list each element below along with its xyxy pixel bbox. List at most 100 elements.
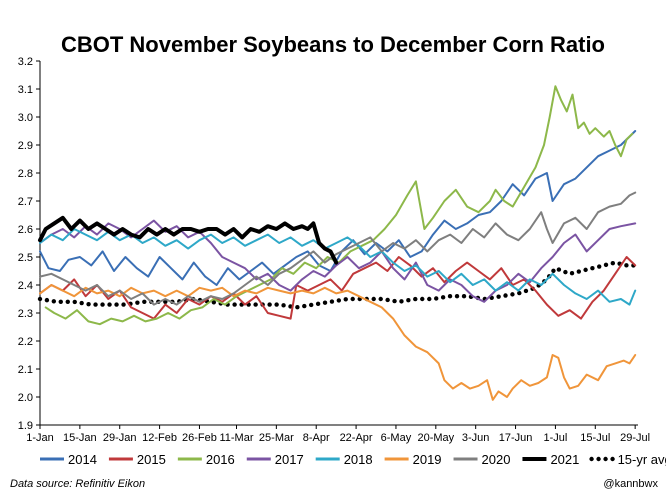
y-tick-label: 2.2 [18,336,33,348]
series-2018-line [39,228,637,306]
series-15-yr-avg-point [315,301,321,307]
x-tick-label: 22-Apr [340,432,373,444]
y-tick-label: 2.6 [18,224,33,236]
legend-item-2021: 2021 [522,452,579,467]
series-15-yr-avg-point [610,260,616,266]
series-2016-line [44,85,634,326]
series-15-yr-avg-point [496,294,501,299]
legend-item-2018: 2018 [315,452,373,467]
y-tick-label: 3.1 [18,84,33,96]
y-tick-label: 2.5 [18,252,33,264]
x-tick-label: 6-May [381,432,412,444]
series-15-yr-avg-point [576,269,582,274]
series-15-yr-avg-point [563,269,568,275]
series-15-yr-avg-point [447,294,453,299]
series-15-yr-avg-point [79,300,84,306]
series-15-yr-avg-point [267,302,272,307]
legend-label-2014: 2014 [68,452,97,467]
legend-item-2015: 2015 [108,452,166,467]
x-tick-label: 26-Feb [182,432,217,444]
legend-item-2014: 2014 [40,452,97,467]
series-15-yr-avg-point [413,296,418,302]
series-15-yr-avg-point [510,292,515,297]
chart-title: CBOT November Soybeans to December Corn … [61,32,605,57]
series-15-yr-avg-point [569,271,575,276]
y-tick-label: 2.7 [18,196,33,208]
legend-label-2018: 2018 [344,452,373,467]
x-tick-label: 29-Jul [620,432,650,444]
x-tick-label: 1-Jan [26,432,54,444]
y-tick-label: 2.1 [18,364,33,376]
x-tick-label: 15-Jul [580,432,610,444]
legend-swatch-15-yr-avg [596,456,601,462]
series-15-yr-avg-point [399,299,404,304]
series-2015-line [39,256,637,320]
series-15-yr-avg-point [556,267,562,272]
y-tick-label: 2.3 [18,308,33,320]
legend-label-2016: 2016 [206,452,235,467]
series-15-yr-avg-point [385,297,390,303]
x-tick-label: 25-Mar [259,432,294,444]
series-15-yr-avg-point [281,303,286,308]
x-tick-label: 15-Jan [63,432,97,444]
series-15-yr-avg-point [65,299,70,304]
x-tick-label: 17-Jun [499,432,533,444]
series-15-yr-avg-point [551,268,556,273]
y-tick-label: 2.9 [18,140,33,152]
series-15-yr-avg-point [434,296,439,301]
series-15-yr-avg-point [253,302,258,307]
legend-swatch-15-yr-avg [610,456,615,462]
legend-label-2020: 2020 [482,452,511,467]
x-tick-label: 29-Jan [103,432,137,444]
series-15-yr-avg-point [58,299,63,304]
series-15-yr-avg-point [302,303,307,309]
legend-label-2021: 2021 [550,452,579,467]
series-15-yr-avg-point [603,262,609,268]
series-2017-line [39,219,637,303]
series-15-yr-avg-point [274,302,279,307]
legend-label-2019: 2019 [413,452,442,467]
x-tick-label: 12-Feb [142,432,177,444]
y-tick-label: 2.4 [18,280,33,292]
series-15-yr-avg-point [336,298,342,303]
series-lines-group [37,85,637,401]
x-tick-label: 8-Apr [303,432,330,444]
series-15-yr-avg-point [86,301,91,307]
legend: 2014 2015 2016 2017 2018 2019 2020 2021 15-yr av… [40,452,666,467]
series-15-yr-avg-point [406,298,411,303]
x-tick-label: 1-Jul [543,432,567,444]
series-15-yr-avg-point [590,266,595,271]
series-15-yr-avg-point [322,300,328,305]
series-15-yr-avg-point [211,300,217,305]
data-source-note: Data source: Refinitiv Eikon [10,478,145,490]
legend-label-15-yr-avg: 15-yr avg [618,452,666,467]
series-15-yr-avg-point [309,302,314,308]
legend-swatch-15-yr-avg [603,456,608,462]
series-15-yr-avg-point [523,288,529,294]
series-15-yr-avg-point [343,297,348,302]
series-15-yr-avg-point [597,264,602,269]
series-2021-line [38,215,339,265]
legend-item-15-yr-avg: 15-yr avg [589,452,666,467]
series-15-yr-avg-point [44,297,50,303]
legend-label-2015: 2015 [137,452,166,467]
y-tick-label: 2.0 [18,392,33,404]
series-15-yr-avg-point [503,293,508,298]
legend-item-2016: 2016 [177,452,235,467]
x-tick-label: 11-Mar [219,432,253,444]
series-15-yr-avg-point [135,300,140,305]
author-handle: @kannbwx [603,478,658,490]
legend-item-2019: 2019 [384,452,442,467]
series-15-yr-avg-point [107,302,112,307]
series-15-yr-avg-point [93,302,98,307]
legend-label-2017: 2017 [275,452,304,467]
y-tick-label: 1.9 [18,420,33,432]
legend-item-2020: 2020 [453,452,511,467]
series-15-yr-avg-point [461,294,467,299]
y-tick-label: 3.2 [18,56,33,68]
series-15-yr-avg-point [420,296,425,302]
series-15-yr-avg-point [427,296,432,302]
series-15-yr-avg-point [295,305,300,310]
